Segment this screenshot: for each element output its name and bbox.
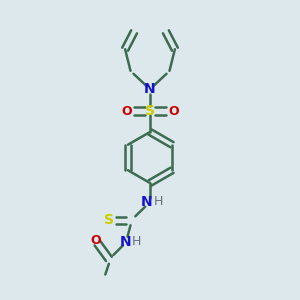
Text: H: H	[154, 195, 163, 208]
Text: O: O	[168, 104, 179, 118]
Text: N: N	[119, 235, 131, 248]
Text: O: O	[90, 234, 101, 247]
Text: N: N	[144, 82, 156, 96]
Text: H: H	[132, 235, 141, 248]
Text: S: S	[145, 104, 155, 118]
Text: O: O	[121, 104, 132, 118]
Text: N: N	[141, 196, 153, 209]
Text: S: S	[104, 214, 114, 227]
